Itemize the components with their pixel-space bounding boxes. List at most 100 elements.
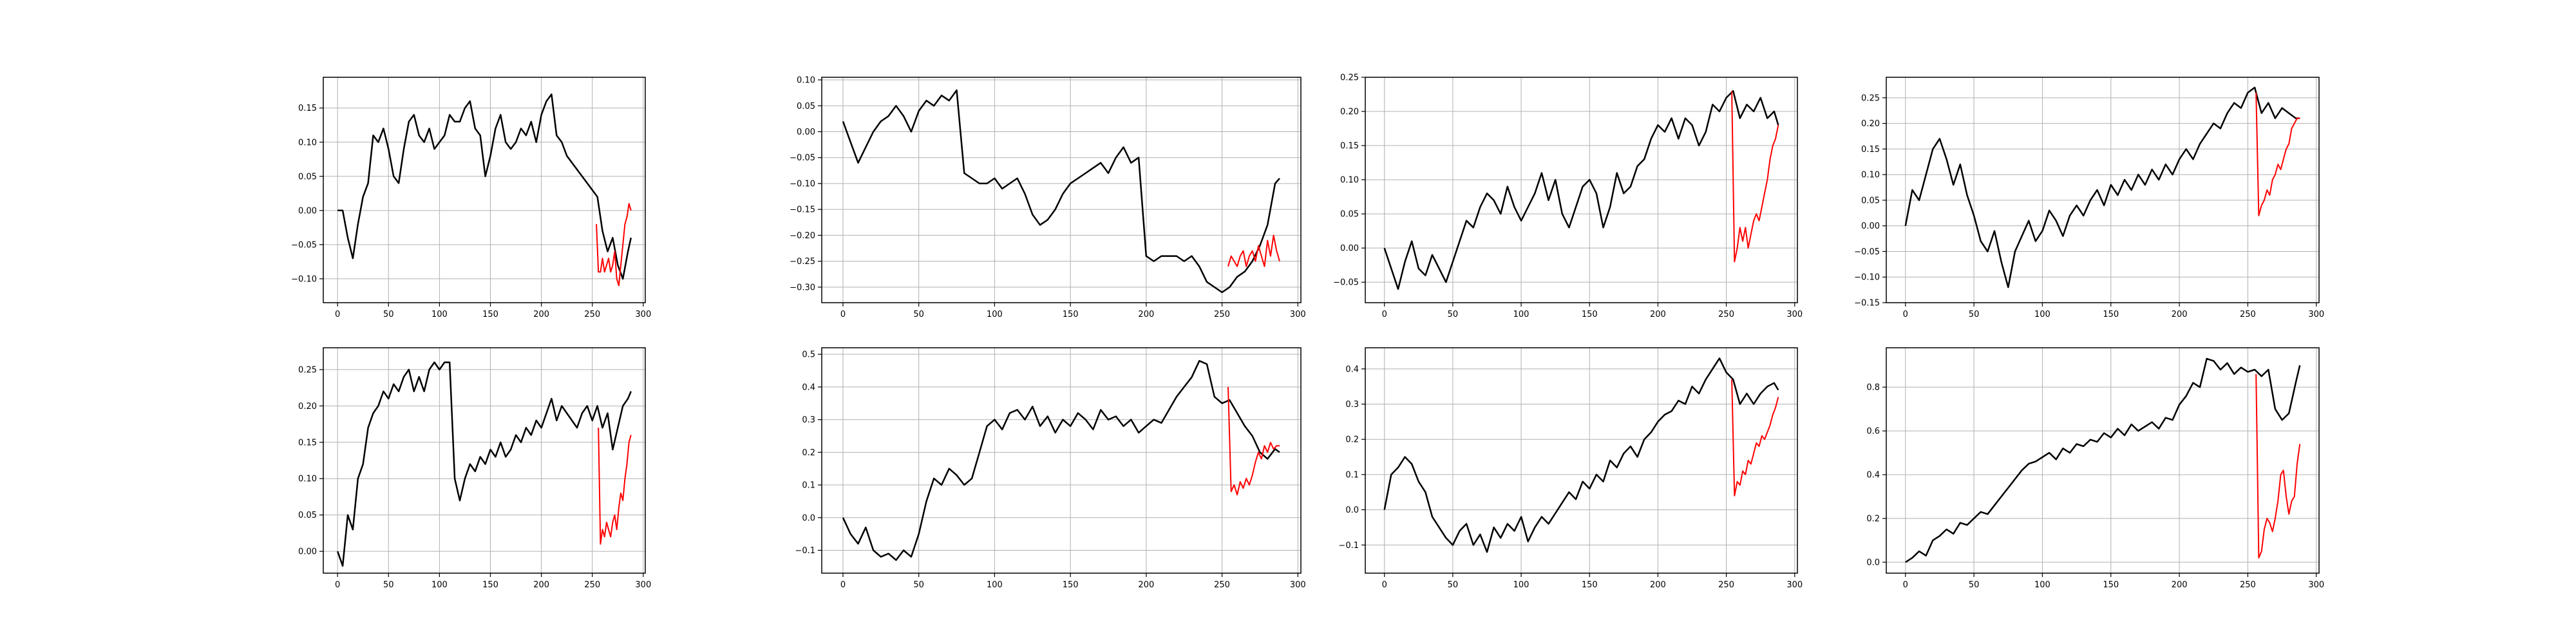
x-tick-label: 300 (1290, 580, 1306, 590)
y-tick-label: 0.10 (1861, 171, 1880, 180)
predicted-series-line (598, 428, 632, 545)
predicted-series-line (1227, 386, 1280, 496)
x-tick-label: 150 (1582, 310, 1598, 319)
x-tick-label: 50 (913, 580, 924, 590)
y-tick-label: 0.10 (298, 475, 317, 484)
actual-series-line (1905, 357, 2301, 564)
predicted-series-line (2255, 374, 2301, 559)
y-tick-label: 0.00 (298, 206, 317, 216)
x-tick-label: 0 (1382, 580, 1387, 590)
x-tick-label: 250 (1718, 580, 1734, 590)
x-tick-label: 200 (2172, 580, 2188, 590)
y-tick-label: −0.05 (1333, 278, 1359, 288)
x-tick-label: 0 (1382, 310, 1387, 319)
y-tick-label: 0.0 (1866, 558, 1880, 568)
x-tick-label: 100 (431, 580, 448, 590)
y-tick-label: −0.30 (790, 283, 815, 292)
axes-frame (323, 77, 646, 303)
y-tick-label: 0.25 (1340, 73, 1359, 83)
y-tick-label: 0.05 (1861, 196, 1880, 205)
axes-frame (1886, 77, 2320, 303)
axes-frame (1886, 347, 2320, 574)
x-tick-label: 0 (1903, 580, 1908, 590)
y-tick-label: 0.10 (298, 138, 317, 147)
actual-series-line (1383, 90, 1779, 290)
subplot-6: 0 50 100 150 200 250 300 −0.1 0.0 0.1 0.2 0.3 0.4 0.5 (795, 347, 1306, 590)
axes-frame (323, 347, 646, 574)
predicted-series-line (1731, 91, 1779, 263)
x-tick-label: 200 (1138, 580, 1154, 590)
predicted-series-line (2255, 92, 2300, 216)
x-tick-label: 300 (2308, 580, 2324, 590)
y-tick-label: 0.15 (1861, 145, 1880, 155)
x-tick-label: 150 (482, 580, 498, 590)
y-tick-label: −0.15 (790, 205, 815, 215)
subplot-2: 0 50 100 150 200 250 300 −0.30 −0.25 −0.20 −0.15 −0… (790, 76, 1306, 319)
predicted-series-line (1227, 234, 1280, 267)
x-tick-label: 0 (1903, 310, 1908, 319)
x-tick-label: 150 (1063, 310, 1079, 319)
x-tick-label: 300 (1786, 310, 1803, 319)
x-tick-label: 0 (335, 310, 340, 319)
actual-series-line (1904, 86, 2300, 289)
y-tick-label: −0.05 (790, 153, 815, 163)
y-tick-label: 0.1 (802, 481, 815, 491)
y-tick-label: 0.20 (1861, 119, 1880, 129)
y-tick-label: 0.10 (797, 76, 815, 86)
y-tick-label: −0.10 (790, 179, 815, 189)
x-tick-label: 150 (482, 310, 498, 319)
y-tick-label: 0.4 (802, 383, 815, 392)
x-tick-label: 100 (431, 310, 448, 319)
x-tick-label: 0 (335, 580, 340, 590)
subplot-4: 0 50 100 150 200 250 300 −0.15 −0.10 −0.05 0.00 0.0… (1854, 77, 2324, 319)
x-tick-label: 200 (1138, 310, 1154, 319)
predicted-series-line (596, 203, 632, 287)
y-tick-label: 0.8 (1866, 383, 1880, 393)
x-tick-label: 250 (584, 310, 600, 319)
axes-frame (821, 77, 1302, 303)
y-tick-label: 0.00 (1340, 244, 1359, 254)
y-tick-label: 0.2 (1866, 515, 1880, 524)
y-tick-label: −0.20 (790, 231, 815, 241)
x-tick-label: 50 (1969, 310, 1980, 319)
y-tick-label: 0.00 (298, 547, 317, 557)
x-tick-label: 100 (1513, 580, 1530, 590)
y-tick-label: −0.1 (795, 546, 815, 556)
axes-frame (1365, 77, 1798, 303)
subplot-1: 0 50 100 150 200 250 300 −0.10 −0.05 0.00 0.05 0.10… (291, 77, 651, 319)
y-tick-label: −0.25 (790, 257, 815, 267)
x-tick-label: 150 (1063, 580, 1079, 590)
y-tick-label: 0.25 (298, 365, 317, 375)
x-tick-label: 150 (2103, 580, 2119, 590)
y-tick-label: 0.05 (298, 172, 317, 182)
y-tick-label: 0.15 (1340, 142, 1359, 151)
x-tick-label: 200 (533, 580, 549, 590)
y-tick-label: 0.25 (1861, 93, 1880, 103)
y-tick-label: 0.10 (1340, 176, 1359, 185)
y-tick-label: 0.4 (1345, 365, 1359, 374)
y-tick-label: 0.6 (1866, 427, 1880, 437)
y-tick-label: 0.2 (1345, 435, 1359, 445)
x-tick-label: 100 (2034, 310, 2050, 319)
x-tick-label: 300 (1290, 310, 1306, 319)
y-tick-label: −0.1 (1338, 541, 1359, 551)
y-tick-label: 0.15 (298, 104, 317, 113)
y-tick-label: 0.1 (1345, 470, 1359, 480)
y-tick-label: −0.05 (291, 240, 317, 250)
subplot-5: 0 50 100 150 200 250 300 0.00 0.05 0.10 0.15 0.20 0.… (298, 347, 651, 590)
x-tick-label: 50 (1448, 580, 1459, 590)
y-tick-label: 0.05 (797, 102, 815, 111)
x-tick-label: 150 (1582, 580, 1598, 590)
y-tick-label: −0.10 (1854, 273, 1880, 283)
x-tick-label: 0 (840, 580, 846, 590)
y-tick-label: 0.05 (1340, 210, 1359, 220)
x-tick-label: 200 (2172, 310, 2188, 319)
y-tick-label: 0.5 (802, 350, 815, 360)
y-tick-label: 0.00 (797, 128, 815, 137)
y-tick-label: 0.0 (802, 513, 815, 523)
predicted-series-line (1731, 379, 1779, 497)
x-tick-label: 100 (1513, 310, 1530, 319)
x-tick-label: 150 (2103, 310, 2119, 319)
y-tick-label: 0.4 (1866, 471, 1880, 480)
y-tick-label: 0.15 (298, 438, 317, 448)
